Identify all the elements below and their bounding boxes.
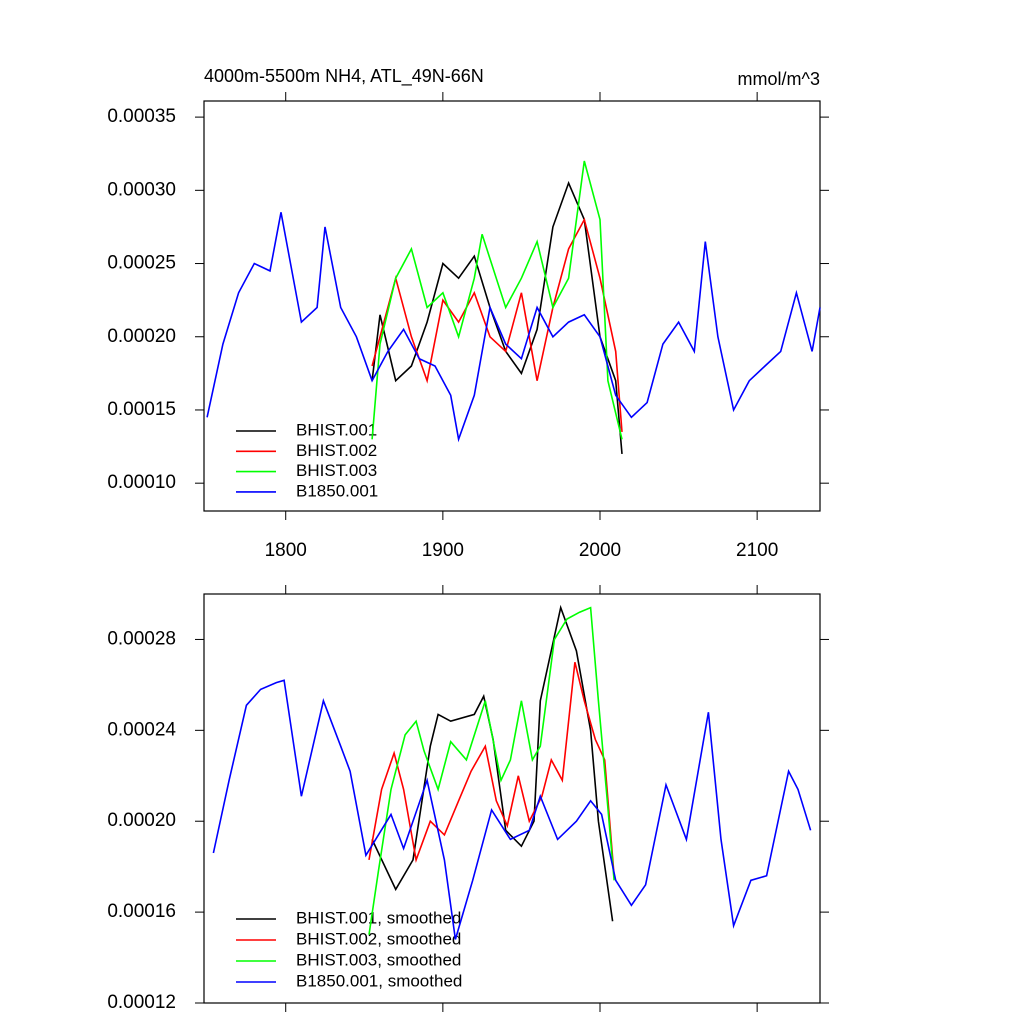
y-tick-label: 0.00035 [107,106,176,127]
y-tick-label: 0.00010 [107,472,176,493]
y-tick-label: 0.00020 [107,810,176,831]
y-tick-label: 0.00015 [107,399,176,420]
y-tick-label: 0.00030 [107,179,176,200]
y-tick-label: 0.00028 [107,628,176,649]
y-tick-label: 0.00020 [107,326,176,347]
plot-frame [203,593,821,1004]
y-tick-label: 0.00024 [107,719,176,740]
legend-label: B1850.001 [296,481,378,500]
x-tick-label: 1900 [422,540,464,561]
series-line [368,662,615,876]
plot-frame [203,100,821,512]
series-line [371,604,614,922]
series-line [212,679,812,940]
x-tick-label: 2000 [579,540,621,561]
legend-label: BHIST.002 [296,441,377,460]
units-label: mmol/m^3 [738,69,820,89]
legend-label: BHIST.003 [296,461,377,480]
series-line [371,180,623,454]
legend-label: B1850.001, smoothed [296,971,462,990]
x-tick-label: 1800 [265,540,307,561]
series-line [371,160,623,440]
legend-label: BHIST.001 [296,420,377,439]
legend-label: BHIST.002, smoothed [296,929,461,948]
legend-label: BHIST.003, smoothed [296,950,461,969]
y-tick-label: 0.00025 [107,253,176,274]
y-tick-label: 0.00012 [107,992,176,1013]
legend-label: BHIST.001, smoothed [296,908,461,927]
series-line [371,217,623,432]
x-tick-label: 2100 [736,540,778,561]
series-line [368,606,615,935]
series-line [206,212,821,443]
y-tick-label: 0.00016 [107,901,176,922]
chart-title: 4000m-5500m NH4, ATL_49N-66N [204,66,484,87]
